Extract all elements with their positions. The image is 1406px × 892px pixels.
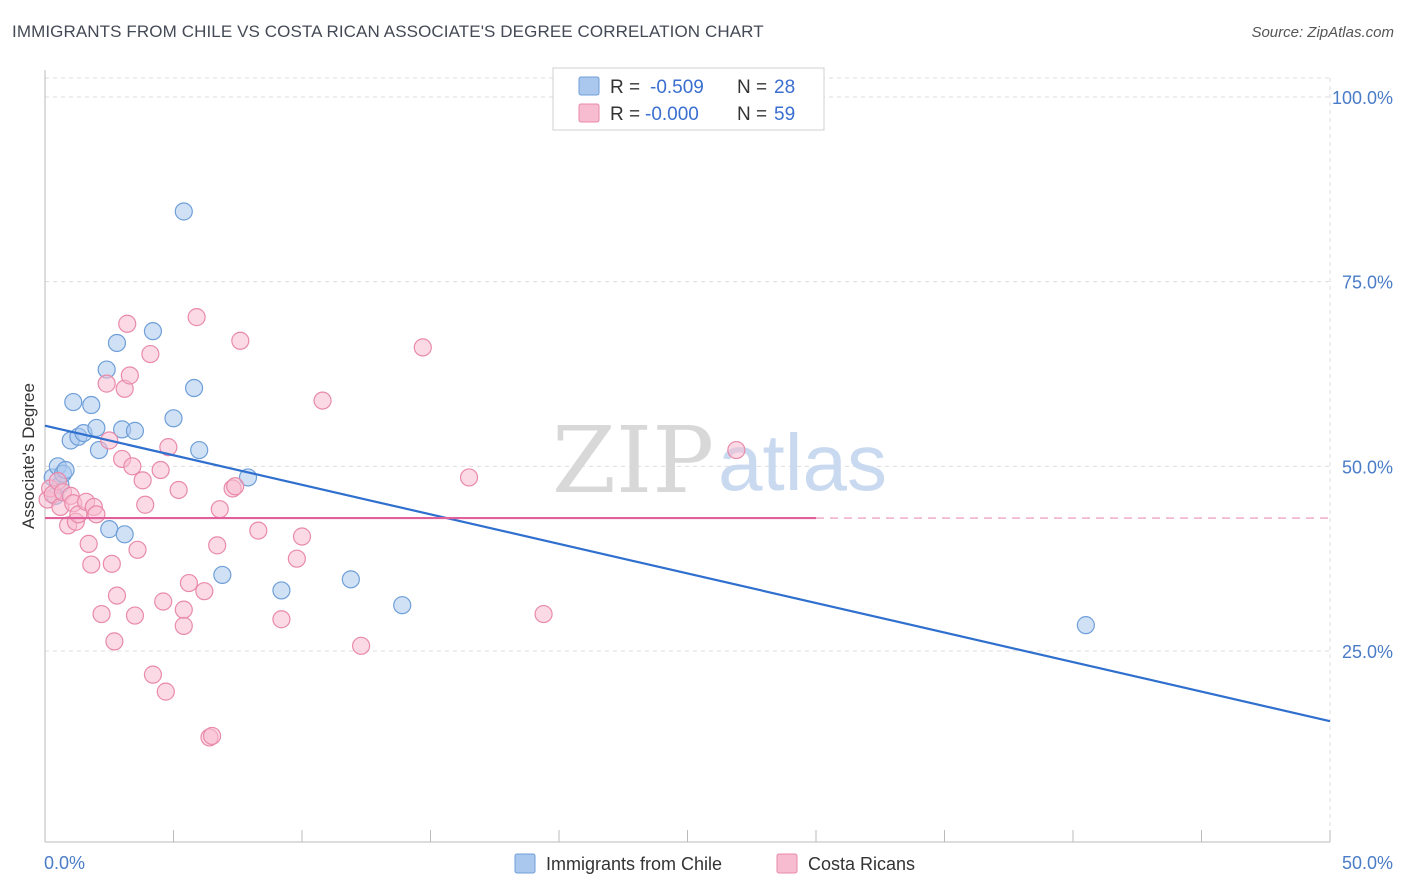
point-costa-ricans	[141, 344, 160, 364]
point-costa-ricans	[249, 521, 268, 540]
point-immigrants-from-chile	[82, 395, 101, 415]
point-costa-ricans	[92, 604, 111, 624]
point-costa-ricans	[459, 468, 479, 487]
point-costa-ricans	[352, 636, 371, 655]
point-immigrants-from-chile	[184, 378, 204, 398]
point-immigrants-from-chile	[125, 421, 145, 440]
point-immigrants-from-chile	[143, 322, 163, 341]
point-costa-ricans	[413, 338, 432, 357]
point-costa-ricans	[151, 460, 170, 480]
point-costa-ricans	[123, 457, 142, 476]
point-costa-ricans	[169, 480, 188, 500]
point-costa-ricans	[120, 366, 139, 385]
y-tick-label: 100.0%	[1332, 88, 1393, 108]
bottom-legend: Immigrants from Chile Costa Ricans	[514, 853, 915, 874]
legend-n-label: N =	[737, 77, 767, 98]
bottom-legend-swatch-pink	[776, 853, 798, 874]
point-costa-ricans	[174, 616, 193, 635]
point-immigrants-from-chile	[213, 565, 232, 585]
point-costa-ricans	[107, 586, 127, 605]
point-costa-ricans	[226, 477, 245, 496]
point-costa-ricans	[231, 331, 250, 350]
bottom-legend-label-costa-ricans: Costa Ricans	[808, 854, 915, 874]
bottom-legend-swatch-blue	[514, 853, 536, 874]
point-immigrants-from-chile	[190, 440, 209, 460]
point-costa-ricans	[143, 665, 163, 684]
y-axis-title: Associate's Degree	[19, 383, 38, 529]
axis-layer: 25.0% 50.0% 75.0% 100.0%	[44, 70, 1393, 843]
trend-line-immigrants-from-chile	[44, 424, 1331, 723]
legend-n-label: N =	[737, 104, 767, 125]
point-costa-ricans	[82, 555, 101, 574]
point-costa-ricans	[133, 471, 152, 490]
point-costa-ricans	[87, 505, 106, 524]
point-immigrants-from-chile	[1076, 616, 1095, 635]
point-costa-ricans	[287, 549, 306, 568]
points-layer	[38, 202, 1095, 747]
point-costa-ricans	[159, 438, 178, 457]
point-costa-ricans	[118, 314, 137, 333]
point-costa-ricans	[136, 495, 155, 514]
bottom-legend-label-chile: Immigrants from Chile	[546, 854, 722, 874]
chart-title: IMMIGRANTS FROM CHILE VS COSTA RICAN ASS…	[12, 22, 764, 41]
point-immigrants-from-chile	[64, 392, 83, 412]
point-immigrants-from-chile	[87, 418, 106, 438]
y-tick-label: 75.0%	[1342, 273, 1393, 293]
watermark-atlas: atlas	[718, 418, 887, 507]
legend-n-value: 59	[774, 104, 795, 125]
x-tick-label-min: 0.0%	[44, 853, 85, 873]
y-tick-label: 25.0%	[1342, 642, 1393, 662]
point-costa-ricans	[187, 308, 206, 327]
point-costa-ricans	[156, 682, 175, 701]
point-costa-ricans	[79, 534, 98, 553]
watermark: ZIP atlas	[552, 407, 887, 514]
point-costa-ricans	[208, 536, 227, 555]
point-costa-ricans	[313, 391, 332, 410]
point-immigrants-from-chile	[174, 202, 193, 221]
legend-r-value: -0.509	[650, 77, 704, 98]
point-costa-ricans	[272, 610, 291, 629]
x-tick-label-max: 50.0%	[1342, 853, 1393, 873]
legend-box: R = -0.509 N = 28 R = -0.000 N = 59	[552, 67, 825, 131]
point-costa-ricans	[105, 632, 124, 651]
point-costa-ricans	[97, 374, 116, 393]
point-immigrants-from-chile	[100, 520, 119, 539]
point-costa-ricans	[154, 592, 173, 611]
point-immigrants-from-chile	[107, 333, 127, 353]
legend-swatch-pink	[578, 103, 600, 123]
y-tick-label: 50.0%	[1342, 457, 1393, 477]
point-immigrants-from-chile	[341, 570, 360, 589]
point-costa-ricans	[179, 573, 199, 593]
point-costa-ricans	[210, 500, 229, 519]
point-immigrants-from-chile	[393, 596, 412, 615]
point-costa-ricans	[292, 527, 312, 546]
point-costa-ricans	[102, 554, 121, 573]
point-costa-ricans	[174, 600, 193, 619]
point-immigrants-from-chile	[164, 409, 183, 428]
point-costa-ricans	[534, 604, 553, 624]
legend-r-label: R =	[610, 104, 640, 125]
trend-layer	[44, 424, 1331, 723]
point-immigrants-from-chile	[115, 525, 134, 544]
legend-swatch-blue	[578, 76, 600, 96]
legend-n-value: 28	[774, 77, 795, 98]
point-costa-ricans	[128, 540, 147, 559]
chart-source: Source: ZipAtlas.com	[1251, 24, 1394, 41]
point-costa-ricans	[195, 582, 214, 601]
point-costa-ricans	[727, 440, 746, 460]
point-costa-ricans	[202, 726, 222, 746]
point-costa-ricans	[125, 606, 145, 625]
legend-r-value: -0.000	[645, 104, 699, 125]
legend-r-label: R =	[610, 77, 640, 98]
watermark-zip: ZIP	[552, 407, 714, 514]
point-immigrants-from-chile	[272, 581, 291, 600]
